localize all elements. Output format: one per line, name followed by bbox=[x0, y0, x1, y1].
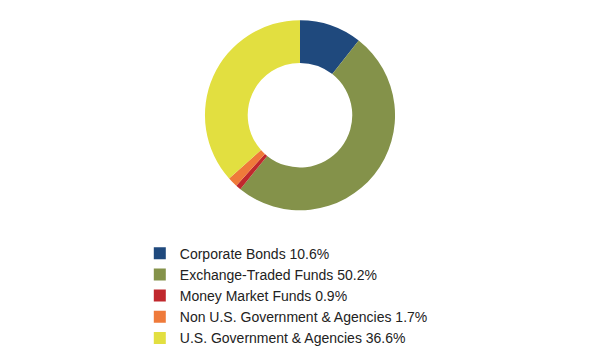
svg-text:Non U.S. Government & Agencies: Non U.S. Government & Agencies 1.7% bbox=[180, 309, 427, 325]
svg-text:Exchange-Traded Funds 50.2%: Exchange-Traded Funds 50.2% bbox=[180, 267, 377, 283]
svg-text:Corporate Bonds 10.6%: Corporate Bonds 10.6% bbox=[180, 246, 329, 262]
svg-text:Money Market Funds 0.9%: Money Market Funds 0.9% bbox=[180, 288, 347, 304]
svg-text:U.S. Government & Agencies 36.: U.S. Government & Agencies 36.6% bbox=[180, 330, 406, 346]
